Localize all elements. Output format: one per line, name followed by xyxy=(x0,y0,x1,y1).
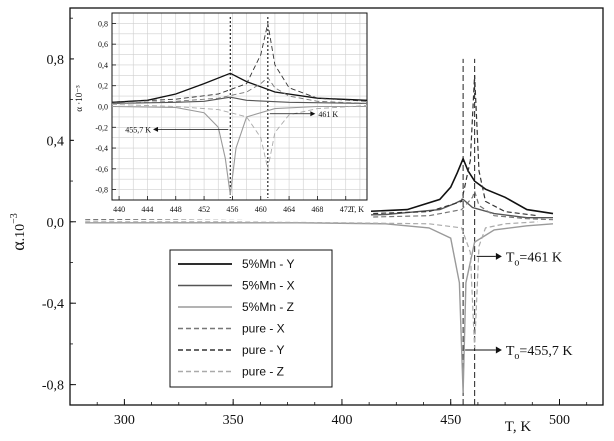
main-annotation-arrowhead xyxy=(495,252,502,260)
main-annotation-label: To=461 K xyxy=(506,250,562,268)
main-series-line-2 xyxy=(85,222,554,393)
inset-y-tick-label: -0,8 xyxy=(95,186,108,195)
inset-background xyxy=(74,10,371,219)
inset-x-tick-label: 472 xyxy=(340,205,352,214)
inset-y-tick-label: 0,6 xyxy=(98,40,108,49)
inset-y-tick-label: 0,8 xyxy=(98,19,108,28)
inset-y-tick-label: 0,4 xyxy=(98,61,108,70)
inset-series-line-2 xyxy=(111,105,367,195)
legend-label: pure - X xyxy=(242,322,285,336)
inset-series-line-0 xyxy=(111,72,368,103)
inset-annotation-label: 455,7 K xyxy=(125,125,151,134)
main-x-tick-label: 400 xyxy=(331,413,352,428)
inset-x-axis-label: T, K xyxy=(350,205,364,214)
main-plot-frame xyxy=(69,7,604,406)
main-series-line-5 xyxy=(85,221,538,349)
inset-series-line-1 xyxy=(111,96,368,104)
legend-label: pure - Y xyxy=(242,343,284,357)
inset-x-tick-label: 460 xyxy=(255,205,267,214)
main-x-tick-label: 300 xyxy=(114,413,135,428)
main-y-tick-label: 0,0 xyxy=(47,216,65,231)
main-y-axis-label: α.10−3 xyxy=(8,213,28,251)
inset-x-tick-label: 444 xyxy=(141,205,153,214)
main-annotation-label: To=455,7 K xyxy=(506,344,573,362)
main-x-tick-label: 350 xyxy=(223,413,244,428)
main-series-line-3 xyxy=(85,189,554,221)
legend-label: pure - Z xyxy=(242,365,284,379)
inset-x-tick-label: 448 xyxy=(170,205,182,214)
main-x-axis-label: T, K xyxy=(505,419,532,435)
legend-label: 5%Mn - Z xyxy=(242,300,294,314)
inset-x-tick-label: 456 xyxy=(226,205,238,214)
inset-series-line-3 xyxy=(111,76,368,104)
main-x-tick-label: 500 xyxy=(549,413,570,428)
inset-x-tick-label: 452 xyxy=(198,205,210,214)
inset-y-tick-label: -0,2 xyxy=(95,123,108,132)
inset-x-tick-label: 440 xyxy=(113,205,125,214)
inset-y-tick-label: -0,4 xyxy=(95,144,108,153)
inset-y-tick-label: 0,0 xyxy=(98,103,108,112)
inset-y-tick-label: 0,2 xyxy=(98,82,108,91)
inset-annotation-arrowhead xyxy=(153,126,159,132)
legend-label: 5%Mn - Y xyxy=(242,257,294,271)
inset-x-tick-label: 468 xyxy=(311,205,323,214)
main-annotation-arrowhead xyxy=(495,346,502,354)
main-y-tick-label: -0,8 xyxy=(42,379,64,394)
main-y-tick-label: -0,4 xyxy=(42,297,64,312)
inset-y-axis-label: α ·10⁻³ xyxy=(74,85,84,112)
inset-annotation-arrowhead xyxy=(310,111,316,117)
legend-box xyxy=(169,249,333,388)
legend-label: 5%Mn - X xyxy=(242,279,295,293)
main-y-tick-label: 0,4 xyxy=(47,134,65,149)
inset-y-tick-label: -0,6 xyxy=(95,165,108,174)
inset-series-line-4 xyxy=(111,23,368,103)
main-x-tick-label: 450 xyxy=(440,413,461,428)
inset-x-tick-label: 464 xyxy=(283,205,295,214)
inset-annotation-label: 461 K xyxy=(318,110,338,119)
main-y-tick-label: 0,8 xyxy=(47,53,65,68)
inset-series-line-5 xyxy=(111,103,368,169)
main-series-line-4 xyxy=(85,75,538,218)
